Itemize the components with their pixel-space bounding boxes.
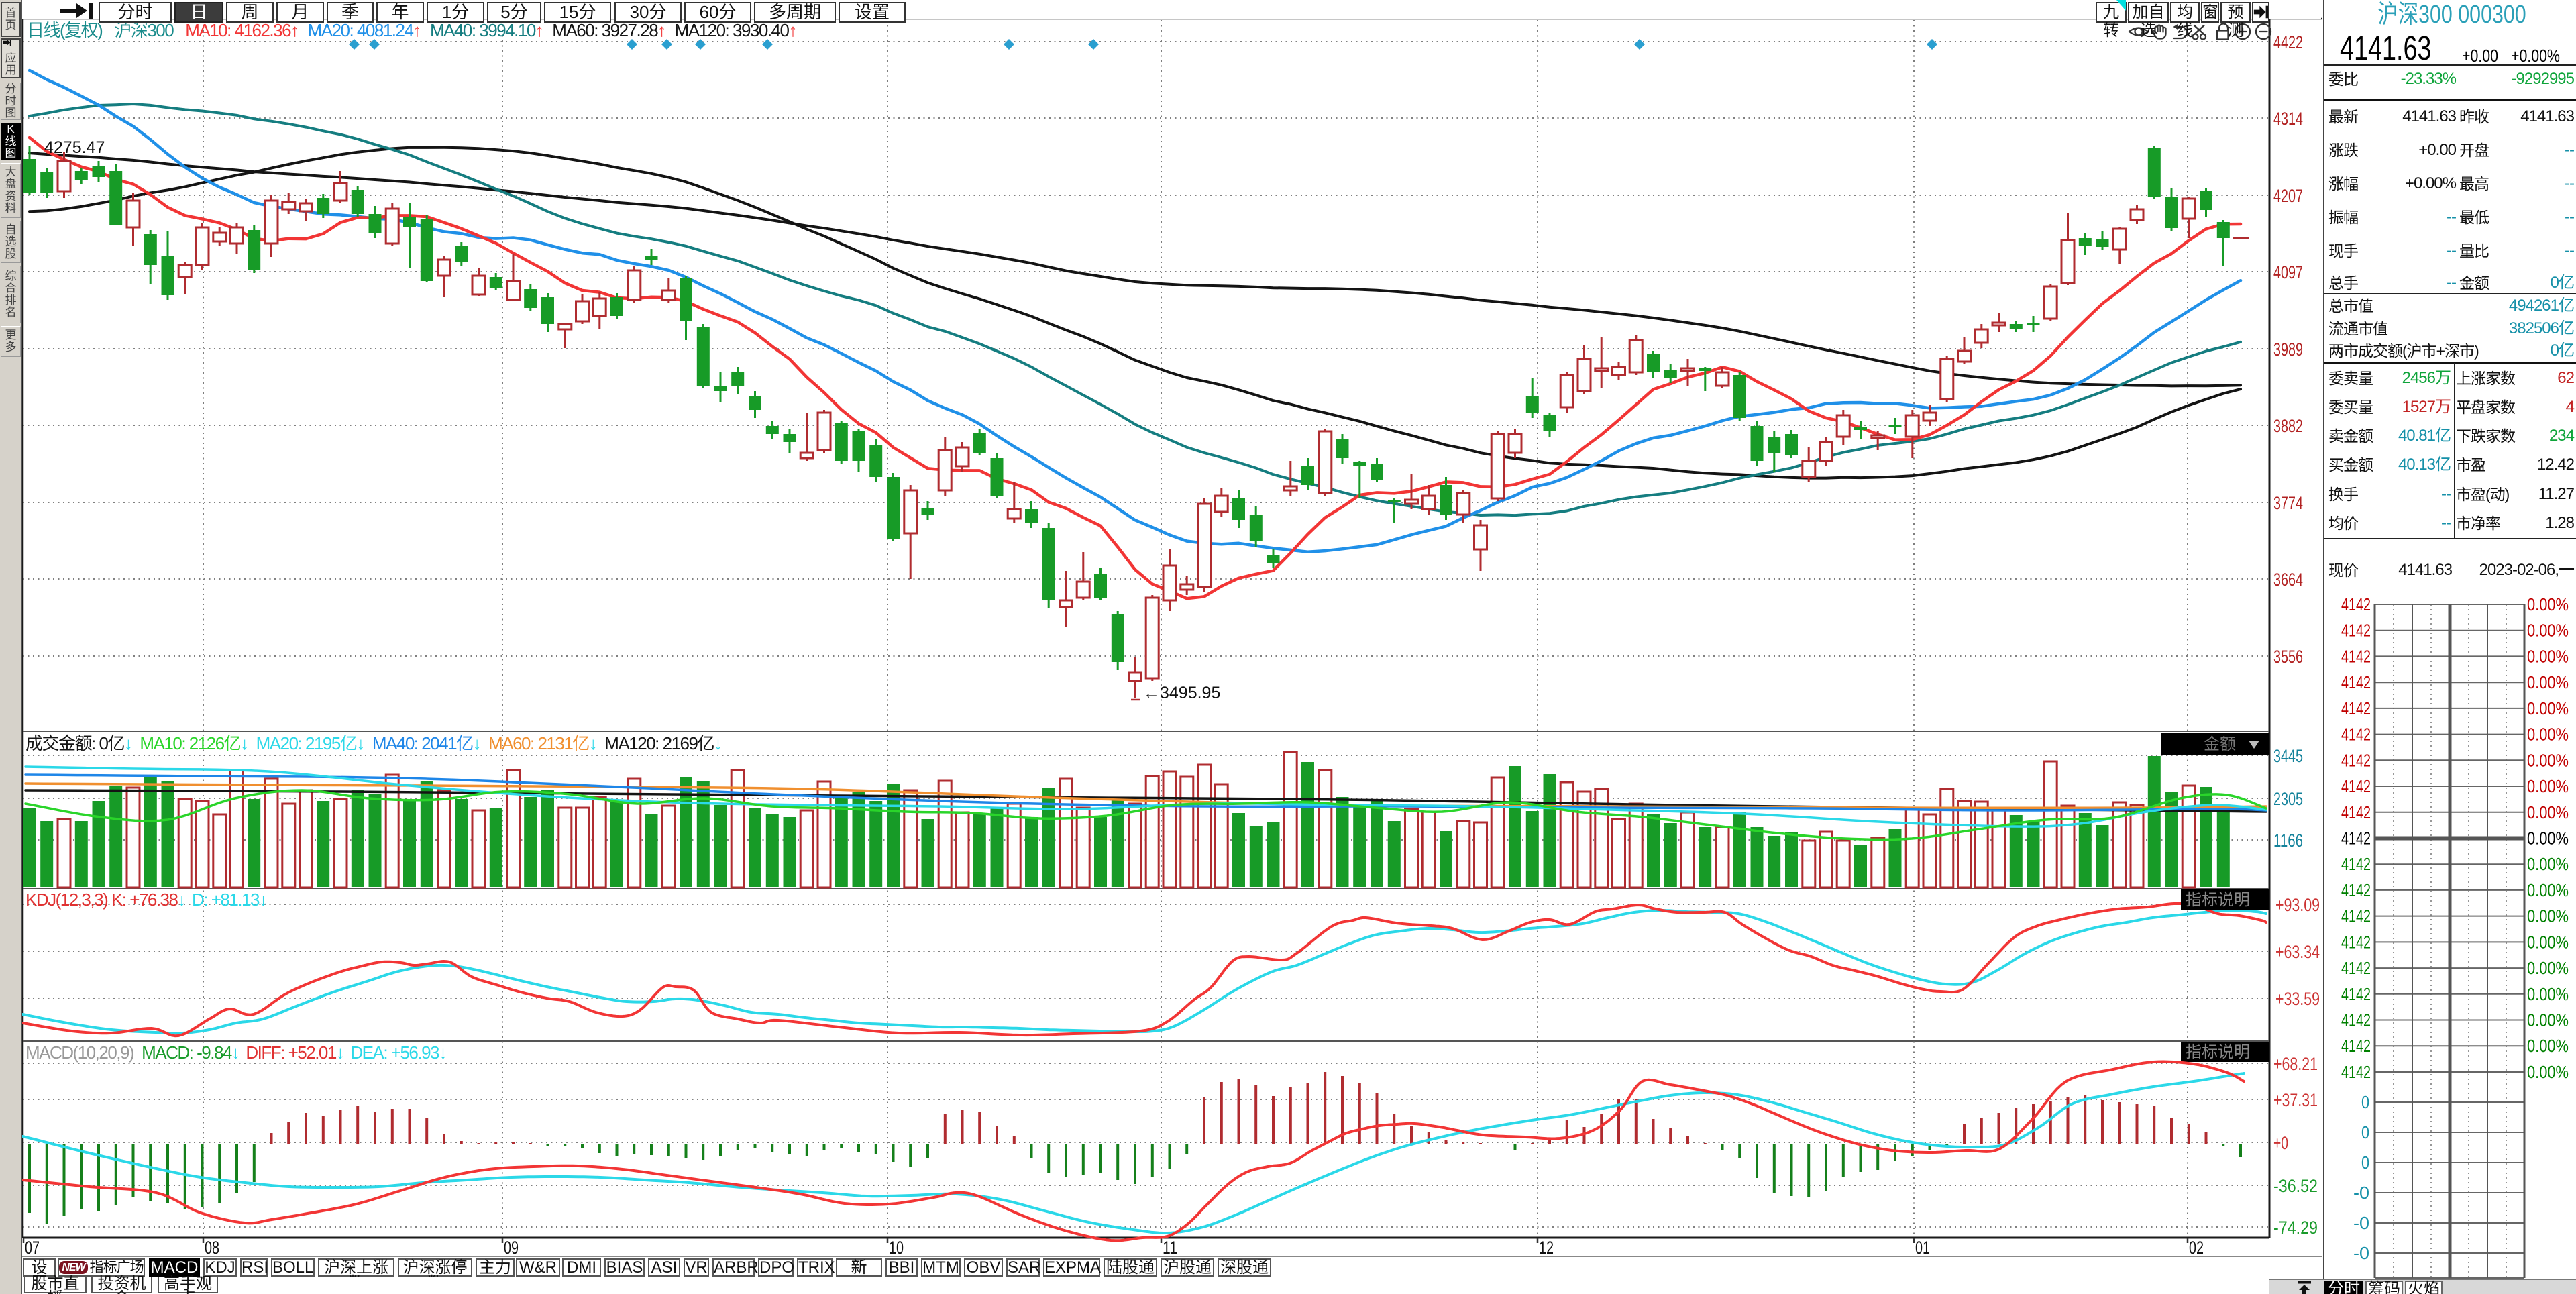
- svg-text:0.00%: 0.00%: [2527, 880, 2569, 900]
- svg-text:指标说明: 指标说明: [2186, 1043, 2250, 1061]
- svg-text:4142: 4142: [2341, 698, 2371, 718]
- svg-text:+0: +0: [2273, 1133, 2288, 1153]
- svg-text:0: 0: [2361, 1152, 2369, 1173]
- svg-text:-0: -0: [2353, 1183, 2369, 1203]
- svg-text:-36.52: -36.52: [2273, 1176, 2318, 1196]
- svg-text:4142: 4142: [2341, 802, 2371, 822]
- svg-text:3556: 3556: [2273, 647, 2303, 667]
- svg-text:4207: 4207: [2273, 186, 2303, 206]
- svg-text:4275.47: 4275.47: [44, 138, 105, 157]
- svg-text:0.00%: 0.00%: [2527, 724, 2569, 745]
- svg-text:+63.34: +63.34: [2275, 942, 2320, 962]
- svg-text:08: 08: [205, 1238, 219, 1258]
- svg-text:2305: 2305: [2273, 789, 2303, 809]
- svg-text:4422: 4422: [2273, 32, 2303, 52]
- svg-text:4142: 4142: [2341, 906, 2371, 926]
- svg-text:0.00%: 0.00%: [2527, 802, 2569, 822]
- svg-text:MACD(10,20,9)MACD: -9.84↓DIFF:: MACD(10,20,9) MACD: -9.84↓ DIFF: +52.01↓ DE…: [25, 1042, 447, 1063]
- svg-text:0.00%: 0.00%: [2527, 984, 2569, 1004]
- svg-text:4142: 4142: [2341, 932, 2371, 952]
- svg-text:KDJ(12,3,3) K: +76.38↓D: +81.1: KDJ(12,3,3) K: +76.38↓ D: +81.13↓: [25, 889, 266, 910]
- svg-text:4142: 4142: [2341, 854, 2371, 874]
- svg-text:0: 0: [2361, 1092, 2369, 1112]
- svg-text:3989: 3989: [2273, 339, 2303, 360]
- svg-text:0.00%: 0.00%: [2527, 698, 2569, 718]
- svg-text:4142: 4142: [2341, 724, 2371, 745]
- svg-text:4142: 4142: [2341, 621, 2371, 641]
- svg-text:3882: 3882: [2273, 416, 2303, 436]
- svg-text:12: 12: [1539, 1238, 1554, 1258]
- svg-text:4314: 4314: [2273, 109, 2303, 129]
- svg-text:←3495.95: ←3495.95: [1143, 684, 1220, 702]
- svg-text:+68.21: +68.21: [2273, 1054, 2318, 1074]
- svg-text:4142: 4142: [2341, 828, 2371, 849]
- svg-text:4142: 4142: [2341, 1010, 2371, 1030]
- svg-text:3445: 3445: [2273, 746, 2303, 766]
- svg-text:0.00%: 0.00%: [2527, 646, 2569, 666]
- svg-text:1166: 1166: [2273, 830, 2303, 851]
- svg-text:09: 09: [504, 1238, 519, 1258]
- svg-text:0.00%: 0.00%: [2527, 828, 2569, 849]
- svg-text:4142: 4142: [2341, 1036, 2371, 1056]
- svg-text:11: 11: [1163, 1238, 1177, 1258]
- svg-text:3774: 3774: [2273, 493, 2303, 513]
- svg-text:01: 01: [1915, 1238, 1930, 1258]
- svg-text:+37.31: +37.31: [2273, 1090, 2318, 1110]
- svg-text:金额: 金额: [2204, 735, 2236, 753]
- svg-text:4142: 4142: [2341, 880, 2371, 900]
- svg-text:指标说明: 指标说明: [2186, 891, 2250, 909]
- svg-text:4142: 4142: [2341, 958, 2371, 978]
- svg-text:10: 10: [889, 1238, 904, 1258]
- svg-text:成交金额: 0亿↓MA10: 2126亿↓MA20: 219: 成交金额: 0亿↓ MA10: 2126亿↓ MA20: 2195亿↓ MA40: 2…: [25, 733, 721, 753]
- svg-text:0.00%: 0.00%: [2527, 1062, 2569, 1082]
- svg-text:4142: 4142: [2341, 984, 2371, 1004]
- svg-text:-0: -0: [2353, 1243, 2369, 1263]
- svg-text:0.00%: 0.00%: [2527, 854, 2569, 874]
- svg-text:0.00%: 0.00%: [2527, 621, 2569, 641]
- svg-text:4097: 4097: [2273, 262, 2303, 282]
- svg-text:3664: 3664: [2273, 570, 2303, 590]
- svg-text:4142: 4142: [2341, 1062, 2371, 1082]
- svg-text:0: 0: [2361, 1122, 2369, 1142]
- svg-text:4142: 4142: [2341, 646, 2371, 666]
- svg-text:4142: 4142: [2341, 750, 2371, 770]
- svg-text:+33.59: +33.59: [2275, 989, 2320, 1009]
- svg-text:0.00%: 0.00%: [2527, 906, 2569, 926]
- svg-text:02: 02: [2189, 1238, 2204, 1258]
- svg-text:+93.09: +93.09: [2275, 895, 2320, 915]
- svg-text:-74.29: -74.29: [2273, 1218, 2318, 1238]
- svg-text:4142: 4142: [2341, 776, 2371, 796]
- svg-text:07: 07: [25, 1238, 40, 1258]
- svg-text:0.00%: 0.00%: [2527, 750, 2569, 770]
- svg-text:0.00%: 0.00%: [2527, 1010, 2569, 1030]
- svg-text:4142: 4142: [2341, 672, 2371, 692]
- svg-text:4142: 4142: [2341, 594, 2371, 614]
- svg-text:0.00%: 0.00%: [2527, 1036, 2569, 1056]
- svg-text:-0: -0: [2353, 1213, 2369, 1233]
- svg-text:0.00%: 0.00%: [2527, 932, 2569, 952]
- svg-text:0.00%: 0.00%: [2527, 958, 2569, 978]
- svg-text:0.00%: 0.00%: [2527, 672, 2569, 692]
- svg-text:0.00%: 0.00%: [2527, 776, 2569, 796]
- svg-text:0.00%: 0.00%: [2527, 594, 2569, 614]
